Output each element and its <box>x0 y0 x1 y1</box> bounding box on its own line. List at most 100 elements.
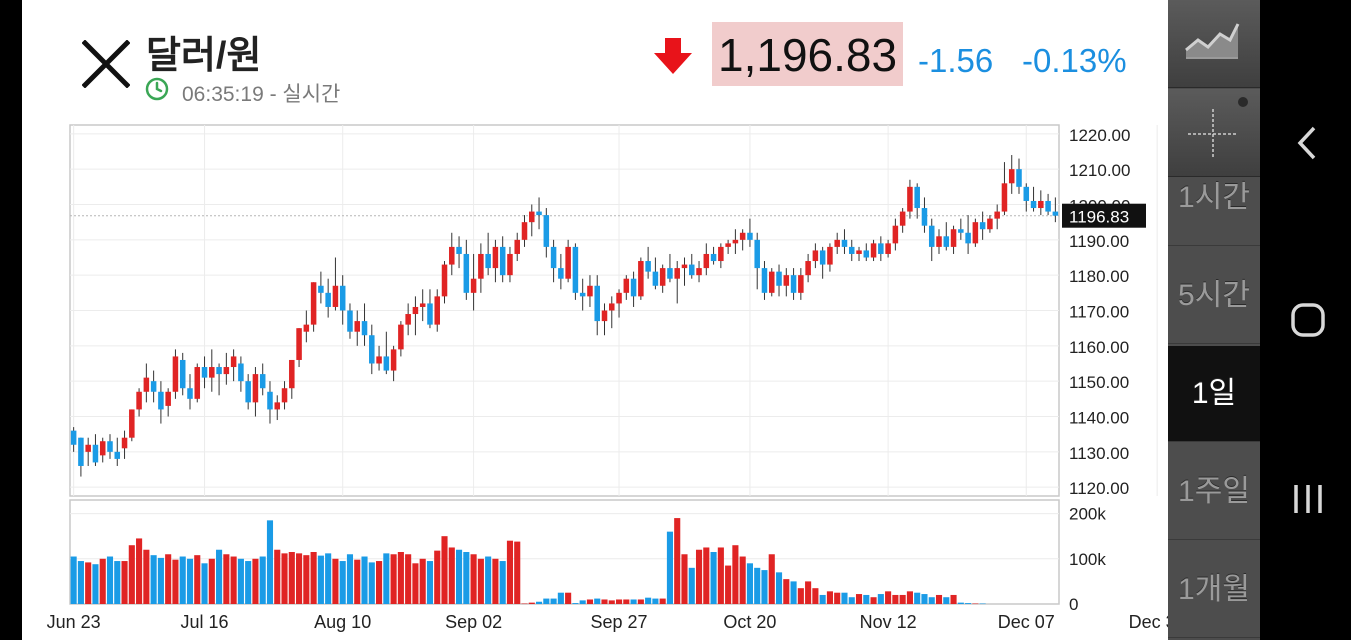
volume-bar <box>245 561 252 604</box>
period-tab[interactable]: 1개월 <box>1168 542 1260 638</box>
candle-body <box>558 268 564 279</box>
volume-bar <box>645 597 652 604</box>
candle-body <box>601 310 608 322</box>
candle-body <box>158 391 164 410</box>
candle-body <box>863 250 870 258</box>
update-time: 06:35:19 - 실시간 <box>182 83 341 106</box>
volume-bar <box>266 520 274 604</box>
volume-bar <box>77 561 84 604</box>
candle-body <box>667 268 673 279</box>
volume-bar <box>397 552 404 604</box>
candle-body <box>543 215 550 247</box>
volume-bar <box>237 558 244 604</box>
period-tab[interactable]: 1시간 <box>1168 150 1260 246</box>
candle-body <box>914 186 920 209</box>
candle-body <box>688 264 695 276</box>
candle-body <box>238 363 244 382</box>
volume-bar <box>725 565 732 604</box>
candle-body <box>339 285 346 311</box>
price-tick-label: 1220.00 <box>1069 126 1130 145</box>
volume-bar <box>535 601 543 604</box>
volume-bar <box>790 581 797 604</box>
home-icon[interactable] <box>1260 296 1351 346</box>
volume-bar <box>695 549 703 604</box>
candle-body <box>129 409 135 438</box>
volume-bar <box>870 597 877 604</box>
candle-body <box>390 349 397 371</box>
volume-bar <box>703 547 710 604</box>
volume-bar <box>296 553 303 604</box>
candle-body <box>136 391 142 410</box>
recent-apps-icon[interactable] <box>1260 474 1351 524</box>
candle-body <box>434 296 441 325</box>
volume-bar <box>179 556 186 604</box>
volume-bar <box>674 518 681 604</box>
volume-bar <box>106 556 114 604</box>
price-tick-label: 1180.00 <box>1069 267 1129 286</box>
candle-body <box>325 292 331 307</box>
date-tick-label: Sep 27 <box>591 612 648 632</box>
volume-bar <box>732 545 739 604</box>
volume-bar <box>303 555 310 604</box>
volume-bar <box>543 598 550 604</box>
period-tab[interactable]: 1일 <box>1168 346 1260 442</box>
volume-bar <box>70 556 77 604</box>
candle-body <box>1001 183 1008 212</box>
date-tick-label: Dec 30 <box>1129 612 1168 632</box>
volume-bar <box>346 554 354 604</box>
date-tick-label: Aug 10 <box>314 612 371 632</box>
volume-bar <box>405 554 412 604</box>
volume-bar <box>710 552 717 604</box>
volume-bar <box>223 554 230 604</box>
volume-bar <box>150 555 157 604</box>
period-tab[interactable]: 1주일 <box>1168 444 1260 540</box>
volume-bar <box>194 555 201 604</box>
candle-body <box>827 246 833 265</box>
crosshair-button[interactable] <box>1168 89 1260 177</box>
current-price-label: 1196.83 <box>1069 208 1129 227</box>
volume-bar <box>834 592 841 604</box>
volume-bar <box>681 554 688 604</box>
back-icon[interactable] <box>1260 118 1351 168</box>
volume-bar <box>892 594 899 604</box>
volume-bar <box>666 531 673 604</box>
price-change: -1.56 <box>918 42 994 79</box>
price-chart[interactable]: 1220.001210.001200.001190.001180.001170.… <box>22 0 1168 640</box>
date-tick-label: Nov 12 <box>860 612 917 632</box>
arrow-down-icon <box>654 38 692 74</box>
volume-bar <box>914 592 921 604</box>
candle-body <box>732 239 739 244</box>
period-tab[interactable]: 5시간 <box>1168 248 1260 344</box>
candle-body <box>318 285 324 293</box>
candle-body <box>216 367 222 375</box>
candle-body <box>223 367 230 375</box>
volume-bar <box>332 558 339 604</box>
volume-bar <box>165 554 172 604</box>
volume-bar <box>208 558 215 604</box>
candle-body <box>885 243 891 254</box>
candle-body <box>514 239 520 254</box>
chart-type-button[interactable] <box>1168 0 1260 88</box>
candle-body <box>347 310 353 332</box>
candle-body <box>848 246 855 254</box>
close-icon[interactable] <box>81 39 131 89</box>
volume-bar <box>928 597 935 604</box>
volume-bar <box>921 594 928 604</box>
volume-bar <box>572 603 579 604</box>
volume-bar <box>456 549 463 604</box>
candle-body <box>209 367 215 378</box>
candle-body <box>776 271 782 286</box>
volume-bar <box>201 563 208 604</box>
candle-body <box>172 356 179 392</box>
volume-bar <box>514 541 521 604</box>
volume-bar <box>448 547 455 604</box>
volume-bar <box>739 556 746 604</box>
volume-bar <box>608 600 615 604</box>
candle-body <box>194 367 201 399</box>
candle-body <box>289 359 295 389</box>
volume-bar <box>186 558 194 604</box>
candle-body <box>463 253 470 293</box>
volume-bar <box>128 545 135 604</box>
date-tick-label: Jun 23 <box>47 612 101 632</box>
candle-body <box>1045 200 1051 212</box>
